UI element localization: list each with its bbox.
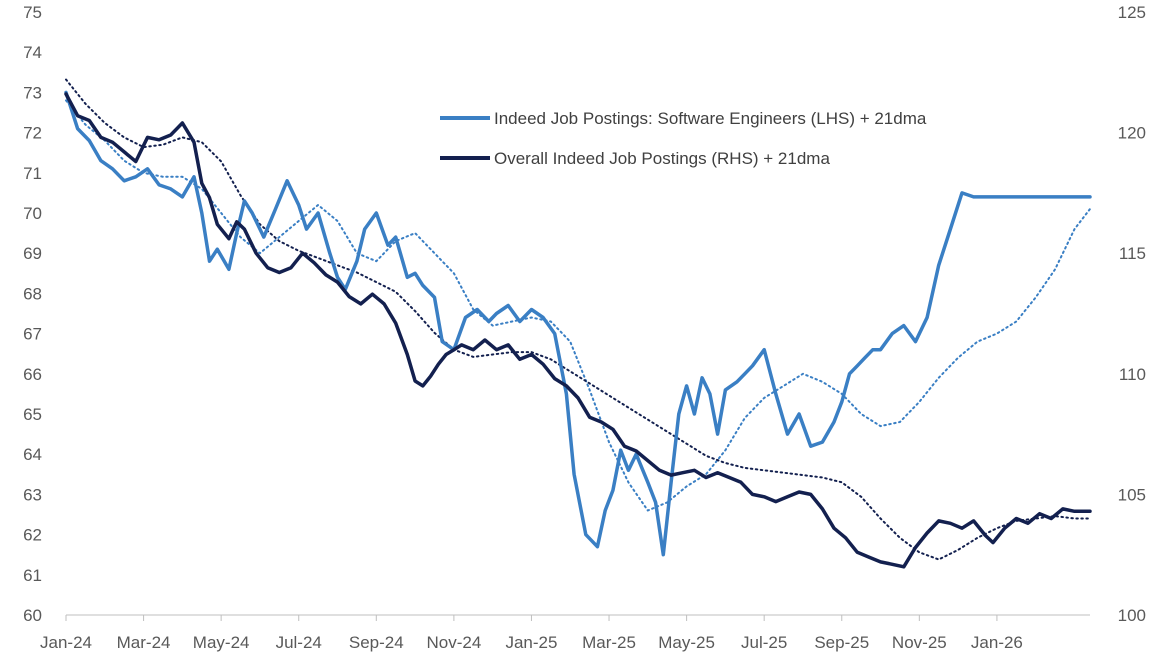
series-line-indeed-job-postings-software-engineers-lhs <box>64 90 1092 557</box>
x-tick-label: Sep-24 <box>349 633 404 652</box>
x-tick-label: Sep-25 <box>814 633 869 652</box>
y-left-tick-label: 60 <box>23 606 42 625</box>
x-tick-label: Jan-25 <box>505 633 557 652</box>
legend-label-software-engineers: Indeed Job Postings: Software Engineers … <box>494 109 927 128</box>
y-left-tick-label: 72 <box>23 124 42 143</box>
x-tick-label: Nov-24 <box>426 633 481 652</box>
y-right-tick-label: 115 <box>1119 244 1146 263</box>
x-tick-label: Jul-25 <box>741 633 787 652</box>
x-tick-label: Mar-25 <box>582 633 636 652</box>
y-right-tick-label: 120 <box>1118 124 1146 143</box>
y-left-tick-label: 73 <box>23 83 42 102</box>
y-left-tick-label: 66 <box>23 365 42 384</box>
y-left-tick-label: 75 <box>23 3 42 22</box>
x-axis: Jan-24 Mar-24 May-24 Jul-24 Sep-24 Nov-24 Jan-… <box>40 615 1023 652</box>
legend-label-overall-postings: Overall Indeed Job Postings (RHS) + 21dm… <box>494 149 830 168</box>
x-tick-label: Jan-26 <box>971 633 1023 652</box>
x-tick-label: Mar-24 <box>117 633 171 652</box>
series-line-overall-indeed-job-postings-rhs <box>64 92 1092 569</box>
y-left-tick-label: 61 <box>23 566 42 585</box>
y-right-tick-label: 110 <box>1119 365 1146 384</box>
y-left-tick-label: 69 <box>23 244 42 263</box>
y-left-tick-label: 68 <box>23 284 42 303</box>
series-line-overall-indeed-job-postings-21dma <box>65 78 1091 561</box>
y-right-tick-label: 100 <box>1118 606 1146 625</box>
y-left-tick-label: 71 <box>23 164 42 183</box>
y-left-tick-label: 62 <box>23 526 42 545</box>
x-tick-label: May-25 <box>658 633 715 652</box>
legend: Indeed Job Postings: Software Engineers … <box>440 109 927 168</box>
x-tick-label: May-24 <box>193 633 250 652</box>
series-layer <box>64 78 1092 569</box>
x-tick-label: Jan-24 <box>40 633 92 652</box>
y-left-tick-label: 65 <box>23 405 42 424</box>
y-left-tick-label: 74 <box>23 43 42 62</box>
left-axis: 60 61 62 63 64 65 66 67 68 69 70 71 72 73 74 75 <box>23 3 42 625</box>
y-right-tick-label: 125 <box>1118 3 1146 22</box>
y-left-tick-label: 64 <box>23 445 42 464</box>
right-axis: 100 105 110 115 120 125 <box>1118 3 1146 625</box>
y-left-tick-label: 70 <box>23 204 42 223</box>
y-left-tick-label: 63 <box>23 485 42 504</box>
y-left-tick-label: 67 <box>23 325 42 344</box>
x-tick-label: Nov-25 <box>892 633 947 652</box>
x-tick-label: Jul-24 <box>276 633 322 652</box>
y-right-tick-label: 105 <box>1118 485 1146 504</box>
